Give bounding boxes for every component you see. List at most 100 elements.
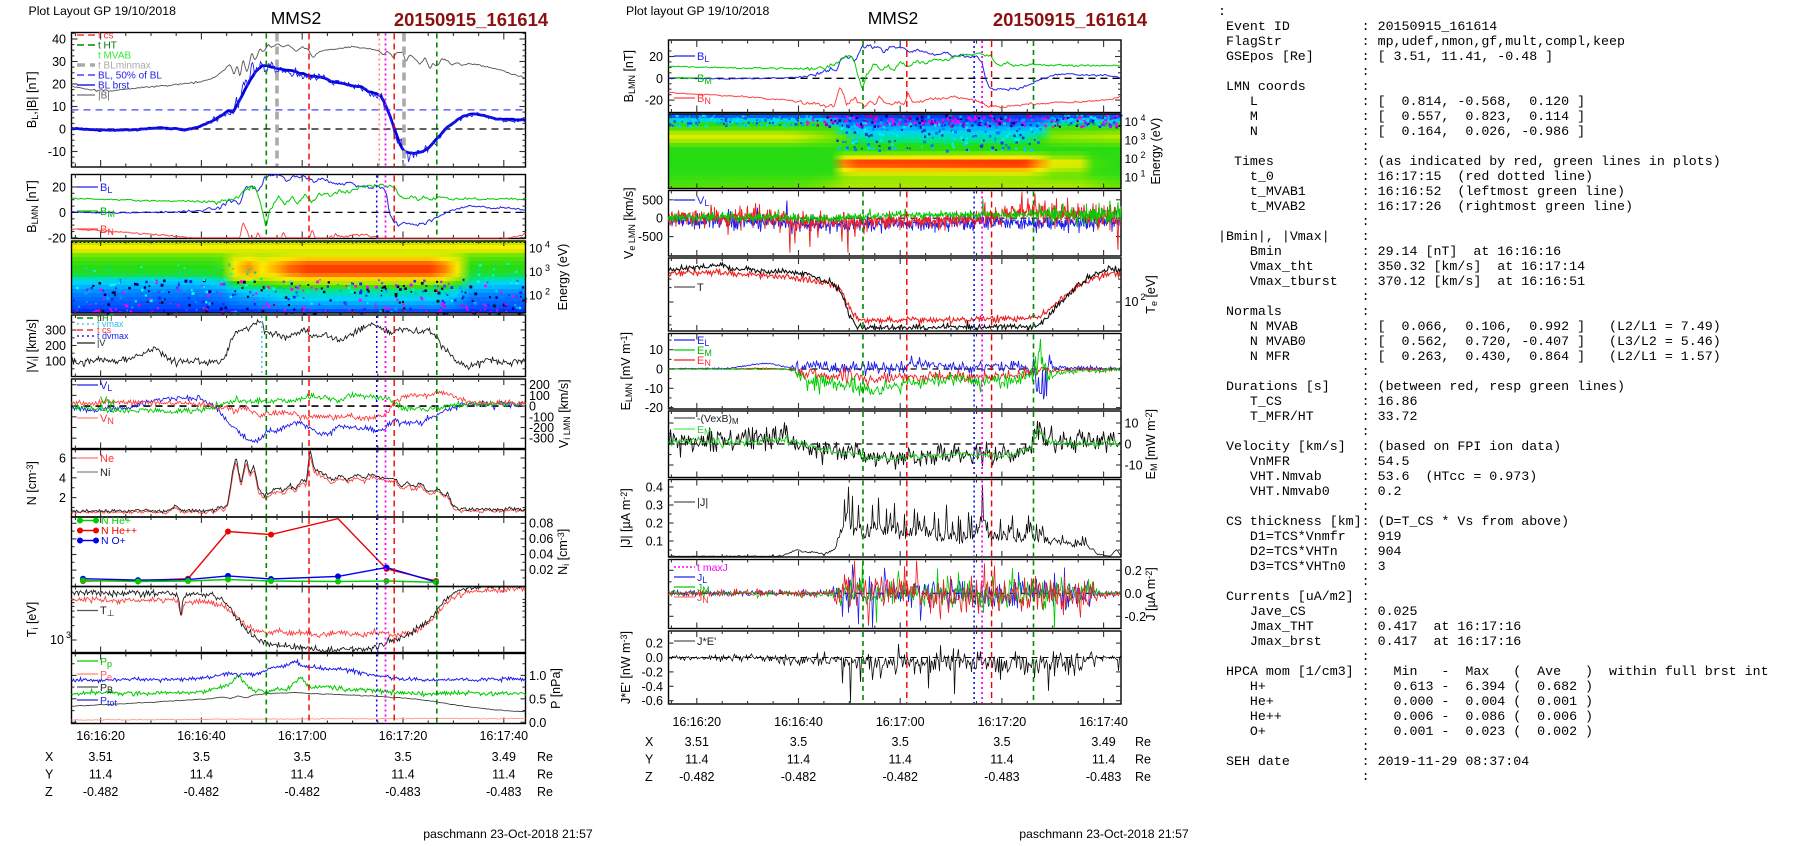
svg-text:BL, 50% of BL: BL, 50% of BL — [98, 71, 162, 82]
svg-text:N He+: N He+ — [101, 515, 131, 527]
svg-text:20: 20 — [52, 78, 66, 92]
svg-text:-300: -300 — [529, 432, 554, 446]
svg-text:10: 10 — [1125, 152, 1139, 166]
svg-text:Plot Layout GP 19/10/2018: Plot Layout GP 19/10/2018 — [29, 4, 177, 18]
svg-text:0.2: 0.2 — [646, 637, 663, 651]
svg-text:t cs: t cs — [98, 31, 114, 42]
svg-text:Z: Z — [645, 770, 653, 784]
svg-text:10: 10 — [529, 242, 543, 256]
svg-text:-200: -200 — [529, 421, 554, 435]
svg-text:-20: -20 — [48, 231, 66, 245]
svg-text:16:16:20: 16:16:20 — [76, 729, 125, 743]
svg-text:0.4: 0.4 — [646, 481, 663, 495]
svg-text:Ve LMN [km/s]: Ve LMN [km/s] — [622, 187, 637, 259]
svg-text:|B|: |B| — [98, 91, 110, 102]
svg-text:EN: EN — [697, 355, 711, 368]
svg-text:JN: JN — [697, 592, 709, 605]
svg-text:16:17:40: 16:17:40 — [1079, 715, 1128, 729]
svg-text:0.5: 0.5 — [529, 692, 546, 706]
svg-text:10: 10 — [1125, 134, 1139, 148]
svg-text:20150915_161614: 20150915_161614 — [993, 9, 1148, 30]
svg-text:0.08: 0.08 — [529, 516, 553, 530]
svg-text:0.0: 0.0 — [1125, 587, 1142, 601]
svg-text:3.5: 3.5 — [892, 735, 909, 749]
svg-text:Vi LMN [km/s]: Vi LMN [km/s] — [557, 379, 572, 448]
svg-text:3.51: 3.51 — [88, 750, 112, 764]
svg-text:t dvmax: t dvmax — [97, 331, 129, 341]
svg-text:10: 10 — [529, 265, 543, 279]
svg-text:0.02: 0.02 — [529, 563, 553, 577]
svg-text:3.5: 3.5 — [193, 750, 210, 764]
svg-text:MMS2: MMS2 — [868, 8, 919, 28]
svg-text:Plot layout GP 19/10/2018: Plot layout GP 19/10/2018 — [626, 4, 770, 18]
svg-text:0.3: 0.3 — [646, 499, 663, 513]
svg-text:Re: Re — [1135, 770, 1151, 784]
svg-text:0.0: 0.0 — [529, 716, 546, 730]
svg-text:Energy (eV): Energy (eV) — [1149, 118, 1163, 185]
svg-text:3.5: 3.5 — [993, 735, 1010, 749]
svg-text:200: 200 — [45, 339, 66, 353]
svg-text:100: 100 — [529, 389, 550, 403]
svg-text:-500: -500 — [638, 230, 663, 244]
svg-text:EL: EL — [697, 335, 709, 348]
svg-text:Ti [eV]: Ti [eV] — [25, 602, 40, 637]
svg-text:0: 0 — [59, 206, 66, 220]
svg-text:MMS2: MMS2 — [271, 8, 322, 28]
svg-text:4: 4 — [1141, 113, 1146, 123]
svg-text:Re: Re — [537, 768, 553, 782]
svg-text:11.4: 11.4 — [290, 768, 313, 782]
svg-text:3.51: 3.51 — [685, 735, 709, 749]
svg-text:Te [eV]: Te [eV] — [1144, 275, 1159, 313]
svg-text:10: 10 — [1125, 171, 1139, 185]
svg-text:-10: -10 — [1125, 459, 1143, 473]
svg-text:Re: Re — [537, 750, 553, 764]
svg-text:|Vi| [km/s]: |Vi| [km/s] — [25, 319, 40, 373]
svg-text:BL brst: BL brst — [98, 81, 130, 92]
svg-text:3: 3 — [545, 263, 550, 273]
svg-text:200: 200 — [529, 378, 550, 392]
svg-text:10: 10 — [529, 289, 543, 303]
svg-text:-0.483: -0.483 — [486, 785, 521, 799]
svg-text:-0.483: -0.483 — [385, 785, 420, 799]
svg-text:11.4: 11.4 — [89, 768, 112, 782]
svg-text:J [µA m-2]: J [µA m-2] — [1144, 567, 1158, 620]
svg-text:16:17:00: 16:17:00 — [876, 715, 925, 729]
svg-text:VN: VN — [100, 413, 114, 426]
svg-text:BL: BL — [100, 182, 112, 195]
svg-text:BL,|B| [nT]: BL,|B| [nT] — [25, 71, 40, 128]
svg-text:JM: JM — [697, 582, 710, 595]
svg-text:-0.2: -0.2 — [641, 665, 663, 679]
svg-text:-0.483: -0.483 — [1086, 770, 1121, 784]
svg-text:16:17:00: 16:17:00 — [278, 729, 327, 743]
svg-text:-0.482: -0.482 — [781, 770, 816, 784]
svg-text:BN: BN — [100, 224, 114, 237]
svg-text:t cs: t cs — [97, 325, 112, 335]
svg-text:0: 0 — [656, 363, 663, 377]
svg-text:Ptot: Ptot — [100, 695, 118, 708]
svg-text:11.4: 11.4 — [685, 753, 708, 767]
svg-text:Ni: Ni — [100, 467, 110, 479]
svg-text:0.0: 0.0 — [646, 651, 663, 665]
svg-text:Re: Re — [1135, 753, 1151, 767]
svg-text:10: 10 — [649, 343, 663, 357]
svg-text:500: 500 — [642, 193, 663, 207]
svg-text:0.06: 0.06 — [529, 532, 553, 546]
svg-text:|V: |V — [97, 338, 105, 348]
svg-text:J*E': J*E' — [697, 636, 716, 648]
svg-text:EM: EM — [697, 424, 712, 437]
svg-text:11.4: 11.4 — [1092, 753, 1115, 767]
svg-text:Pp: Pp — [100, 656, 112, 669]
svg-text:Re: Re — [537, 785, 553, 799]
svg-text:2: 2 — [545, 287, 550, 297]
svg-text:1.0: 1.0 — [529, 669, 546, 683]
svg-text:Ne: Ne — [100, 453, 114, 465]
svg-text:BM: BM — [100, 206, 115, 219]
svg-text:10: 10 — [1125, 115, 1139, 129]
svg-text:0: 0 — [529, 400, 536, 414]
svg-text:-0.482: -0.482 — [184, 785, 219, 799]
svg-text:t HT: t HT — [97, 313, 115, 323]
svg-text:0: 0 — [656, 212, 663, 226]
svg-text:paschmann 23-Oct-2018 21:57: paschmann 23-Oct-2018 21:57 — [1019, 827, 1189, 841]
svg-text:-0.482: -0.482 — [882, 770, 917, 784]
svg-text:3.5: 3.5 — [790, 735, 807, 749]
